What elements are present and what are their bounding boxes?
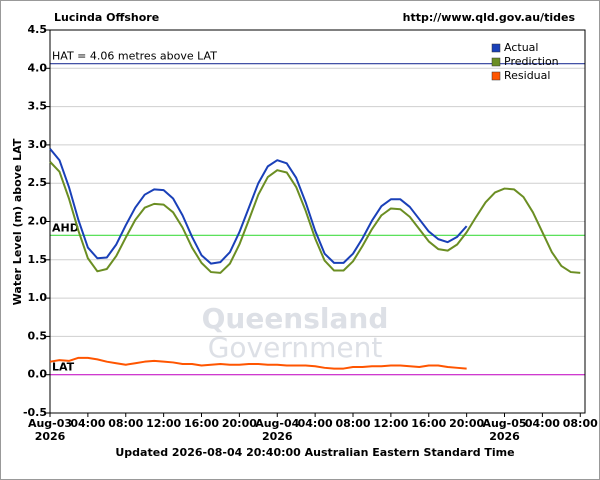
y-tick-label: 2.0: [28, 215, 48, 228]
reference-label: HAT = 4.06 metres above LAT: [52, 50, 217, 63]
y-axis-label: Water Level (m) above LAT: [11, 138, 24, 305]
y-tick-label: 4.0: [28, 61, 48, 74]
y-tick-label: 1.5: [28, 253, 48, 266]
x-tick-label: 12:00: [146, 417, 181, 430]
y-tick-label: 4.5: [28, 23, 48, 36]
x-tick-label: 04:00: [525, 417, 560, 430]
reference-label: AHD: [52, 221, 79, 234]
y-tick-label: 3.0: [28, 138, 48, 151]
plot-border: [49, 29, 586, 414]
y-tick-label: 3.5: [28, 100, 48, 113]
legend-label: Residual: [504, 69, 550, 82]
series-line: [49, 356, 467, 370]
x-tick-label: Aug-03 2026: [28, 417, 72, 443]
legend-swatch: [491, 43, 501, 53]
x-tick-label: 08:00: [108, 417, 143, 430]
source-url: http://www.qld.gov.au/tides: [403, 11, 576, 24]
chart-title: Lucinda Offshore: [54, 11, 159, 24]
series-line: [49, 161, 581, 274]
y-tick-label: 0.5: [28, 329, 48, 342]
watermark: Queensland: [202, 302, 389, 335]
x-tick-label: 12:00: [373, 417, 408, 430]
legend-swatch: [491, 57, 501, 67]
reference-label: LAT: [52, 361, 75, 374]
y-tick-label: -0.5: [23, 406, 47, 419]
x-tick-label: 04:00: [70, 417, 105, 430]
series-line: [49, 148, 468, 265]
y-tick-label: 0.0: [28, 368, 48, 381]
legend-swatch: [491, 71, 501, 81]
x-tick-label: 16:00: [411, 417, 446, 430]
x-tick-label: 20:00: [222, 417, 257, 430]
x-tick-label: Aug-04 2026: [255, 417, 299, 443]
x-tick-label: 04:00: [298, 417, 333, 430]
legend-label: Actual: [504, 41, 538, 54]
legend-label: Prediction: [504, 55, 559, 68]
x-tick-label: 16:00: [184, 417, 219, 430]
x-tick-label: 08:00: [336, 417, 371, 430]
y-tick-label: 2.5: [28, 176, 48, 189]
footer: Updated 2026-08-04 20:40:00 Australian E…: [115, 446, 514, 459]
x-tick-label: 20:00: [449, 417, 484, 430]
x-tick-label: 08:00: [563, 417, 598, 430]
x-tick-label: Aug-05 2026: [482, 417, 526, 443]
y-tick-label: 1.0: [28, 291, 48, 304]
